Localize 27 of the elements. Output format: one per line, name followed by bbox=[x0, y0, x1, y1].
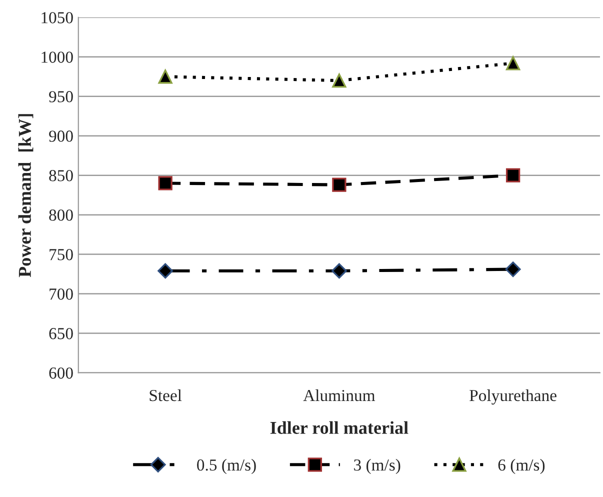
point bbox=[331, 263, 347, 279]
y-tick-label: 950 bbox=[49, 91, 73, 102]
y-tick-label: 600 bbox=[49, 367, 73, 379]
y-tick-label: 850 bbox=[49, 170, 73, 182]
legend-label: 0.5 (m/s) bbox=[197, 458, 256, 474]
point bbox=[158, 176, 172, 190]
y-tick-label: 700 bbox=[50, 288, 73, 300]
point bbox=[332, 178, 346, 192]
y-axis-title: Power demand [kW] bbox=[18, 114, 34, 278]
y-tick-label: 1000 bbox=[42, 52, 73, 63]
y-tick-label: 750 bbox=[50, 249, 73, 260]
x-axis-title: Idler roll material bbox=[270, 421, 408, 434]
x-tick-label: Aluminum bbox=[303, 389, 376, 402]
y-tick-label: 900 bbox=[49, 130, 73, 142]
y-tick-label: 1050 bbox=[42, 12, 73, 24]
point bbox=[506, 56, 520, 70]
point bbox=[506, 168, 520, 182]
point bbox=[158, 70, 172, 84]
point bbox=[332, 73, 346, 88]
y-tick-label: 800 bbox=[49, 210, 73, 221]
y-tick-label: 650 bbox=[49, 328, 73, 340]
point bbox=[505, 262, 521, 278]
x-tick-label: Steel bbox=[150, 389, 182, 402]
x-tick-label: Polyurethane bbox=[470, 389, 556, 405]
point bbox=[158, 263, 174, 279]
legend-label: 6 (m/s) bbox=[498, 458, 545, 474]
legend-label: 3 (m/s) bbox=[354, 458, 400, 474]
